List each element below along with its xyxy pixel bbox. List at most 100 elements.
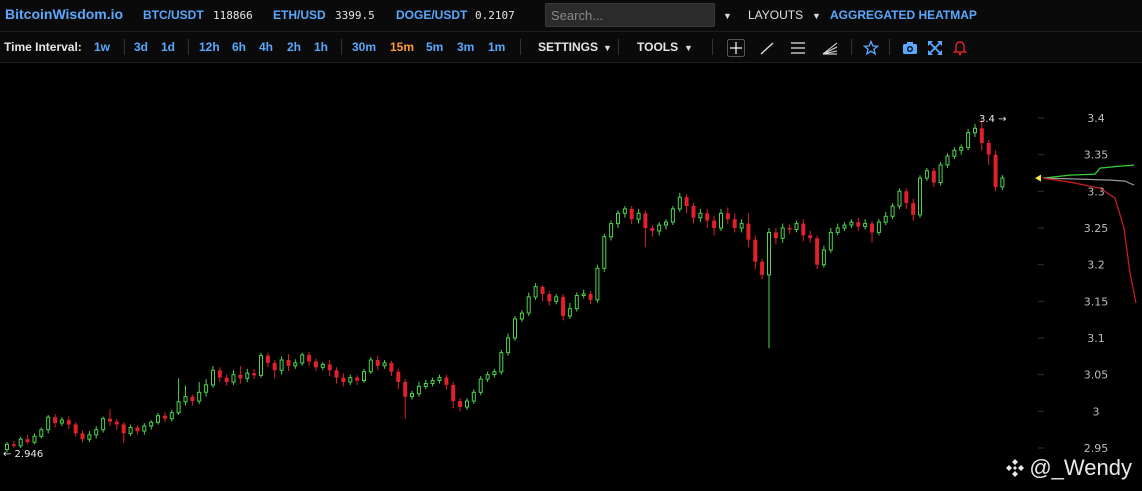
interval-3m[interactable]: 3m xyxy=(457,40,475,54)
candle xyxy=(629,206,634,225)
search-dropdown-caret-icon[interactable]: ▼ xyxy=(723,11,732,21)
candle-body xyxy=(808,235,813,239)
candle-body xyxy=(725,213,730,220)
interval-2h[interactable]: 2h xyxy=(287,40,302,54)
interval-15m[interactable]: 15m xyxy=(390,40,415,54)
aggregated-heatmap-link[interactable]: AGGREGATED HEATMAP xyxy=(830,8,977,22)
candle-body xyxy=(142,425,147,432)
candle-body xyxy=(492,371,497,376)
candle-body xyxy=(300,354,305,364)
candle-body xyxy=(204,384,209,393)
candle xyxy=(581,289,586,299)
candle xyxy=(389,360,394,377)
candle-body xyxy=(169,412,174,420)
ticker-doge-name[interactable]: DOGE/USDT xyxy=(396,8,468,22)
candle-body xyxy=(574,295,579,310)
candle xyxy=(478,376,483,396)
settings-caret-icon[interactable]: ▼ xyxy=(603,43,612,53)
candle-body xyxy=(410,393,414,398)
fullscreen-icon[interactable] xyxy=(927,40,943,56)
candle xyxy=(204,379,209,397)
candle xyxy=(622,206,627,218)
candle xyxy=(513,316,517,341)
candle xyxy=(533,283,538,300)
candle-body xyxy=(5,443,9,450)
layouts-menu[interactable]: LAYOUTS xyxy=(748,8,804,22)
candle-body xyxy=(931,170,936,183)
candle xyxy=(135,425,140,435)
candle xyxy=(938,162,943,186)
site-logo[interactable]: BitcoinWisdom.io xyxy=(5,6,124,22)
divider xyxy=(124,39,125,55)
candle-body xyxy=(856,222,861,227)
interval-30m[interactable]: 30m xyxy=(352,40,377,54)
candle xyxy=(53,414,58,428)
alarm-icon[interactable] xyxy=(952,40,968,56)
tools-caret-icon[interactable]: ▼ xyxy=(684,43,693,53)
interval-1d[interactable]: 1d xyxy=(161,40,176,54)
candle-body xyxy=(293,362,298,367)
candle-body xyxy=(595,267,600,301)
candle-body xyxy=(156,415,160,423)
star-icon[interactable] xyxy=(863,40,879,56)
candle xyxy=(945,153,950,168)
bid-depth-line xyxy=(1042,164,1135,179)
interval-5m[interactable]: 5m xyxy=(426,40,444,54)
candle xyxy=(416,382,421,397)
tools-menu[interactable]: TOOLS xyxy=(637,40,679,54)
ticker-btc-name[interactable]: BTC/USDT xyxy=(143,8,204,22)
interval-1m[interactable]: 1m xyxy=(488,40,506,54)
candle xyxy=(856,217,861,231)
camera-icon[interactable] xyxy=(902,40,918,56)
fib-fan-icon[interactable] xyxy=(822,40,838,56)
line-icon[interactable] xyxy=(759,40,775,56)
candle-body xyxy=(828,231,833,251)
interval-6h[interactable]: 6h xyxy=(232,40,247,54)
candle xyxy=(911,198,916,221)
candle-body xyxy=(938,164,943,184)
candle xyxy=(245,368,250,382)
interval-1h[interactable]: 1h xyxy=(314,40,329,54)
candle xyxy=(506,333,511,356)
candle xyxy=(355,375,360,385)
layouts-caret-icon[interactable]: ▼ xyxy=(812,11,821,21)
candle-body xyxy=(265,355,270,363)
candle-body xyxy=(973,127,977,134)
search-input[interactable] xyxy=(545,3,715,27)
candle-body xyxy=(794,223,799,231)
interval-4h[interactable]: 4h xyxy=(259,40,274,54)
candle xyxy=(169,409,174,422)
candle xyxy=(465,398,469,410)
candle xyxy=(87,431,92,443)
ticker-eth-name[interactable]: ETH/USD xyxy=(273,8,326,22)
interval-12h[interactable]: 12h xyxy=(199,40,220,54)
candle-body xyxy=(307,354,312,362)
candle xyxy=(279,356,284,375)
interval-3d[interactable]: 3d xyxy=(134,40,149,54)
chart-toolbar: Time Interval: 1w 3d 1d 12h 6h 4h 2h 1h … xyxy=(0,32,1142,63)
candle xyxy=(149,420,154,430)
y-tick-label: 3.05 xyxy=(1084,369,1109,382)
candle xyxy=(458,398,463,412)
candle xyxy=(190,394,195,406)
interval-1w[interactable]: 1w xyxy=(94,40,111,54)
crosshair-icon[interactable] xyxy=(727,39,745,57)
candle-body xyxy=(719,212,723,229)
horizontal-lines-icon[interactable] xyxy=(790,40,806,56)
candle-body xyxy=(368,359,373,373)
candle-body xyxy=(313,361,318,368)
candle-body xyxy=(698,212,703,219)
candle-body xyxy=(519,312,524,320)
candle-body xyxy=(114,421,119,425)
divider xyxy=(341,39,342,55)
candle xyxy=(684,194,689,214)
candle-body xyxy=(506,337,511,354)
candle xyxy=(650,225,655,237)
candle xyxy=(59,417,64,426)
settings-menu[interactable]: SETTINGS xyxy=(538,40,599,54)
candle-body xyxy=(622,208,627,214)
low-price-marker: ← 2.946 xyxy=(3,449,43,460)
candle-body xyxy=(780,227,785,239)
divider xyxy=(712,39,713,55)
